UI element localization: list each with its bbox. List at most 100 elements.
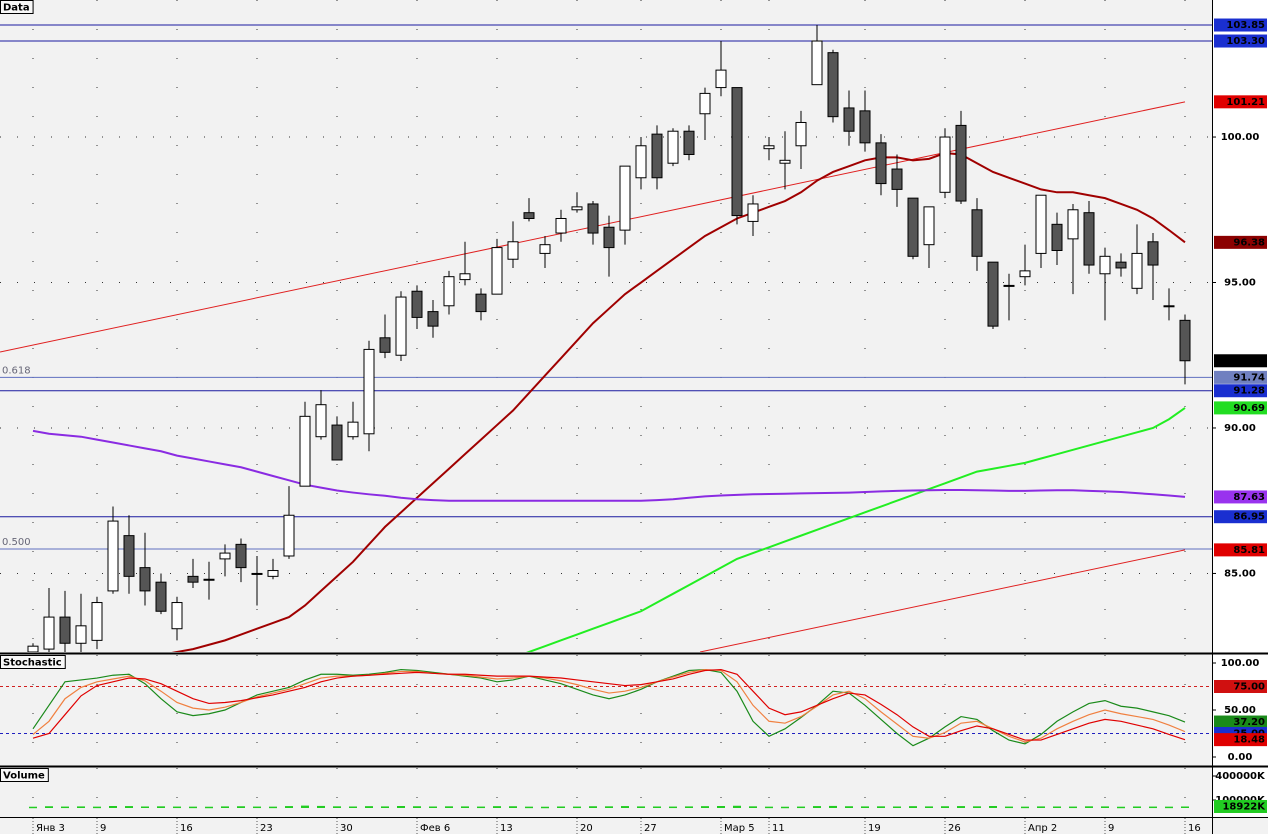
candle-body [443, 276, 455, 307]
volume-bar [237, 806, 245, 808]
candle-body [971, 209, 983, 257]
volume-bar [733, 805, 741, 808]
x-tick-label: 9 [1108, 823, 1114, 834]
candle-body [1147, 241, 1159, 266]
price-label-box [1214, 354, 1267, 368]
price-label: 86.95 [1233, 512, 1265, 523]
fib-label: 0.618 [2, 365, 31, 376]
x-tick-label: 16 [180, 823, 193, 834]
volume-bar [509, 806, 517, 808]
candle-body [571, 206, 583, 211]
x-tick-label: 23 [260, 823, 273, 834]
price-label: 91.74 [1233, 372, 1265, 383]
candle-body [859, 110, 871, 144]
candle-body [27, 645, 39, 652]
volume-bar [365, 806, 373, 808]
volume-bar [829, 805, 837, 808]
panel-title: Data [3, 3, 30, 14]
candle-body [731, 87, 743, 217]
x-tick-label: Апр 2 [1028, 823, 1057, 834]
candle-body [139, 567, 151, 592]
volume-bar [749, 806, 757, 808]
volume-bar [461, 806, 469, 808]
volume-bar [1085, 806, 1093, 808]
candle-body [587, 203, 599, 234]
candle-body [619, 165, 631, 231]
volume-bar [349, 806, 357, 808]
volume-bar [29, 806, 37, 809]
candle-body [363, 348, 375, 435]
volume-bar [317, 805, 325, 808]
volume-bar [285, 806, 293, 808]
price-label: 18922K [1222, 801, 1266, 812]
price-label: 75.00 [1233, 681, 1265, 692]
volume-bar [493, 806, 501, 808]
candle-body [923, 206, 935, 246]
volume-bar [557, 806, 565, 808]
volume-bar [157, 806, 165, 808]
price-label: 18.48 [1233, 735, 1265, 746]
volume-bar [1165, 806, 1173, 809]
y-tick-label: 50.00 [1224, 705, 1256, 716]
candle-body [1035, 194, 1047, 254]
volume-bar [909, 806, 917, 808]
volume-bar [573, 806, 581, 809]
candle-body [459, 273, 471, 281]
volume-bar [125, 806, 133, 808]
panel-title-box [0, 655, 66, 669]
volume-bar [861, 806, 869, 808]
candle-body [75, 625, 87, 644]
series-line [526, 407, 1186, 652]
y-tick-label: 0.00 [1228, 752, 1253, 763]
candle-body [427, 311, 439, 327]
candle-body [795, 121, 807, 147]
price-label-box [1214, 370, 1267, 384]
candle-body [843, 107, 855, 132]
volume-panel [29, 768, 1189, 817]
volume-bar [765, 806, 773, 809]
volume-bar [221, 806, 229, 808]
volume-bar [669, 806, 677, 809]
y-tick-label: 85.00 [1224, 568, 1256, 579]
stochastic-panel [0, 655, 1212, 765]
candle-body [1019, 270, 1031, 278]
trendline [699, 549, 1186, 652]
volume-bar [189, 806, 197, 809]
volume-bar [685, 806, 693, 808]
x-tick-label: 20 [580, 823, 593, 834]
x-tick-label: 30 [340, 823, 353, 834]
price-label: 37.20 [1233, 717, 1265, 728]
candle-body [683, 130, 695, 155]
volume-bar [589, 806, 597, 808]
x-tick-label: 9 [100, 823, 106, 834]
candle-body [251, 572, 263, 575]
candle-body [155, 581, 167, 612]
candle-body [411, 290, 423, 318]
candle-body [507, 241, 519, 260]
y-tick-label: 100.00 [1221, 132, 1260, 143]
volume-bar [941, 806, 949, 808]
candle-body [1131, 252, 1143, 289]
volume-bar [1181, 806, 1189, 808]
volume-bar [477, 806, 485, 809]
candle-body [651, 133, 663, 179]
candle-body [1083, 212, 1095, 266]
price-label-box [1214, 235, 1267, 249]
candle-body [1099, 255, 1111, 275]
x-tick-label: 27 [644, 823, 657, 834]
volume-bar [173, 806, 181, 809]
price-label: 85.81 [1233, 545, 1265, 556]
volume-bar [621, 806, 629, 808]
volume-bar [1053, 806, 1061, 808]
candle-body [827, 52, 839, 118]
price-label: 103.85 [1226, 20, 1265, 31]
volume-bar [301, 805, 309, 808]
candle-body [219, 552, 231, 560]
panel-title: Stochastic [3, 658, 62, 669]
series-line [32, 668, 1186, 747]
x-tick-label: 13 [500, 823, 513, 834]
volume-bar [701, 806, 709, 808]
candle-body [955, 124, 967, 202]
candle-body [603, 226, 615, 249]
